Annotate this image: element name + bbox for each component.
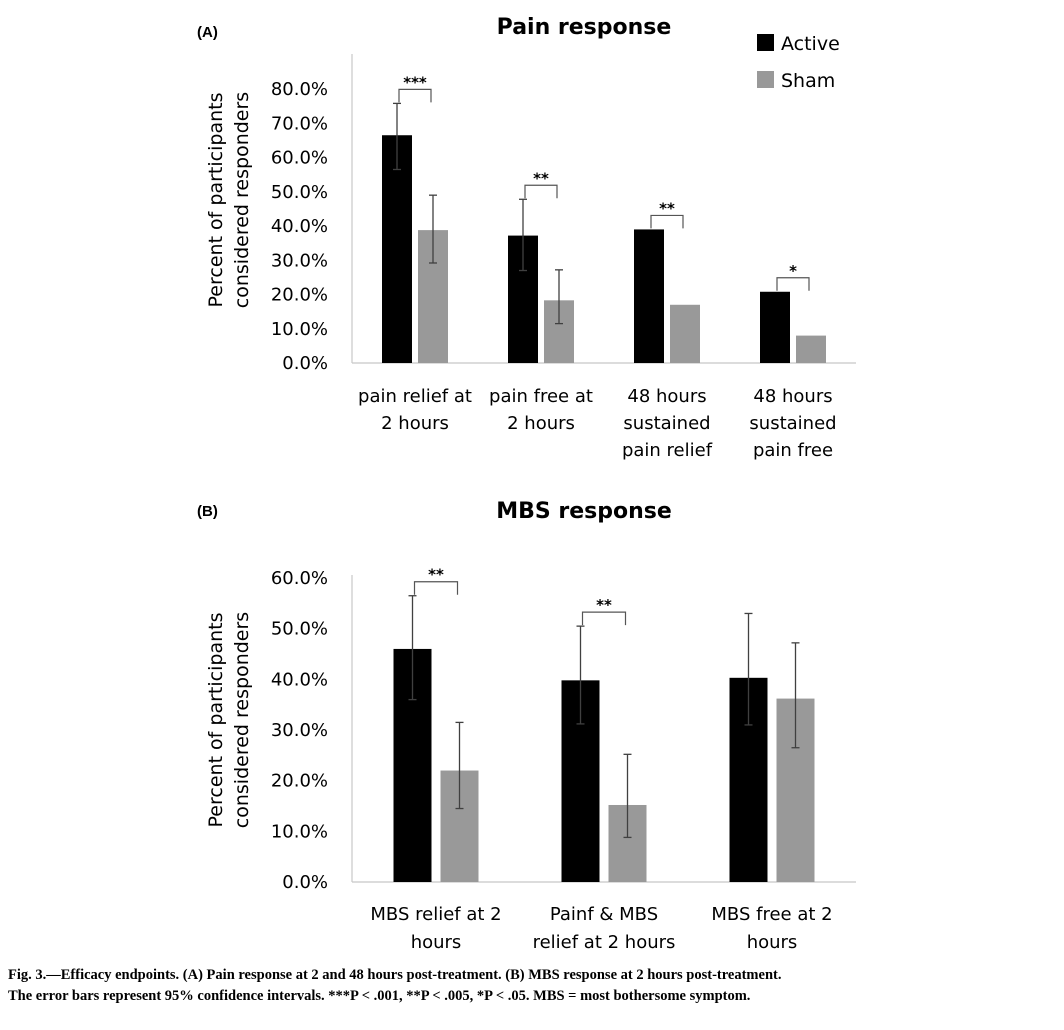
y-tick-label: 60.0% xyxy=(271,148,328,169)
y-tick-label: 70.0% xyxy=(271,113,328,134)
x-category-label: MBS free at 2 xyxy=(711,904,832,925)
significance-label: ** xyxy=(659,199,675,217)
significance-label: *** xyxy=(403,73,427,91)
x-category-label: hours xyxy=(747,932,798,953)
significance-label: ** xyxy=(533,169,549,187)
significance-label: ** xyxy=(596,596,612,614)
chart-title-b: MBS response xyxy=(496,499,672,524)
significance-label: * xyxy=(789,262,797,280)
x-category-label: sustained xyxy=(623,413,710,434)
y-tick-label: 60.0% xyxy=(271,568,328,589)
y-axis-label-b-line1: Percent of participants xyxy=(205,613,227,828)
x-category-label: pain relief xyxy=(622,440,713,461)
figure-canvas: (A) Pain response Percent of participant… xyxy=(197,15,856,953)
figure-caption: Fig. 3.—Efficacy endpoints. (A) Pain res… xyxy=(8,965,1058,1007)
bar-active xyxy=(382,135,412,363)
y-tick-label: 50.0% xyxy=(271,182,328,203)
bar-active xyxy=(760,291,790,363)
x-category-label: hours xyxy=(411,932,462,953)
y-tick-label: 40.0% xyxy=(271,216,328,237)
caption-line-2: The error bars represent 95% confidence … xyxy=(8,988,751,1004)
y-axis-label-a-line2: considered responders xyxy=(231,92,253,308)
y-tick-label: 50.0% xyxy=(271,619,328,640)
x-category-label: sustained xyxy=(749,413,836,434)
y-tick-label: 10.0% xyxy=(271,319,328,340)
y-tick-label: 20.0% xyxy=(271,285,328,306)
y-axis-label-a-line1: Percent of participants xyxy=(205,93,227,308)
y-tick-label: 0.0% xyxy=(282,872,328,893)
x-category-label: pain free at xyxy=(489,386,593,407)
y-tick-label: 30.0% xyxy=(271,250,328,271)
legend-a: Active Sham xyxy=(757,33,840,92)
bar-sham xyxy=(796,335,826,363)
y-axis-label-a: Percent of participants considered respo… xyxy=(205,92,253,308)
x-category-label: 48 hours xyxy=(627,386,706,407)
plot-area-a: 0.0% 10.0% 20.0% 30.0% 40.0% 50.0% 60.0% 70.0% 8… xyxy=(271,54,856,461)
y-tick-label: 10.0% xyxy=(271,821,328,842)
legend-swatch-sham xyxy=(757,71,774,88)
x-category-label: MBS relief at 2 xyxy=(370,904,501,925)
significance-bracket xyxy=(398,88,432,103)
bar-active xyxy=(634,229,664,363)
legend-label-active: Active xyxy=(781,33,840,55)
significance-bracket xyxy=(650,214,684,229)
plot-area-b: 0.0% 10.0% 20.0% 30.0% 40.0% 50.0% 60.0% ** MBS … xyxy=(271,566,856,953)
y-axis-label-b: Percent of participants considered respo… xyxy=(205,612,253,828)
y-tick-label: 80.0% xyxy=(271,79,328,100)
x-category-label: relief at 2 hours xyxy=(533,932,676,953)
legend-label-sham: Sham xyxy=(781,70,835,92)
y-tick-label: 0.0% xyxy=(282,353,328,374)
x-category-label: 2 hours xyxy=(381,413,449,434)
bar-sham xyxy=(670,304,700,363)
chart-title-a: Pain response xyxy=(497,15,672,40)
caption-line-1: Fig. 3.—Efficacy endpoints. (A) Pain res… xyxy=(8,967,782,983)
significance-bracket xyxy=(776,277,810,291)
x-category-label: pain free xyxy=(753,440,833,461)
x-category-label: Painf & MBS xyxy=(550,904,658,925)
panel-label-b: (B) xyxy=(197,503,218,520)
significance-bracket xyxy=(581,611,627,626)
panel-label-a: (A) xyxy=(197,24,218,41)
y-tick-label: 20.0% xyxy=(271,771,328,792)
legend-swatch-active xyxy=(757,34,774,51)
y-axis-label-b-line2: considered responders xyxy=(231,612,253,828)
significance-bracket xyxy=(524,184,558,199)
y-tick-label: 30.0% xyxy=(271,720,328,741)
x-category-label: pain relief at xyxy=(358,386,472,407)
significance-label: ** xyxy=(428,566,444,584)
significance-bracket xyxy=(413,581,459,595)
y-tick-label: 40.0% xyxy=(271,669,328,690)
x-category-label: 2 hours xyxy=(507,413,575,434)
x-category-label: 48 hours xyxy=(753,386,832,407)
